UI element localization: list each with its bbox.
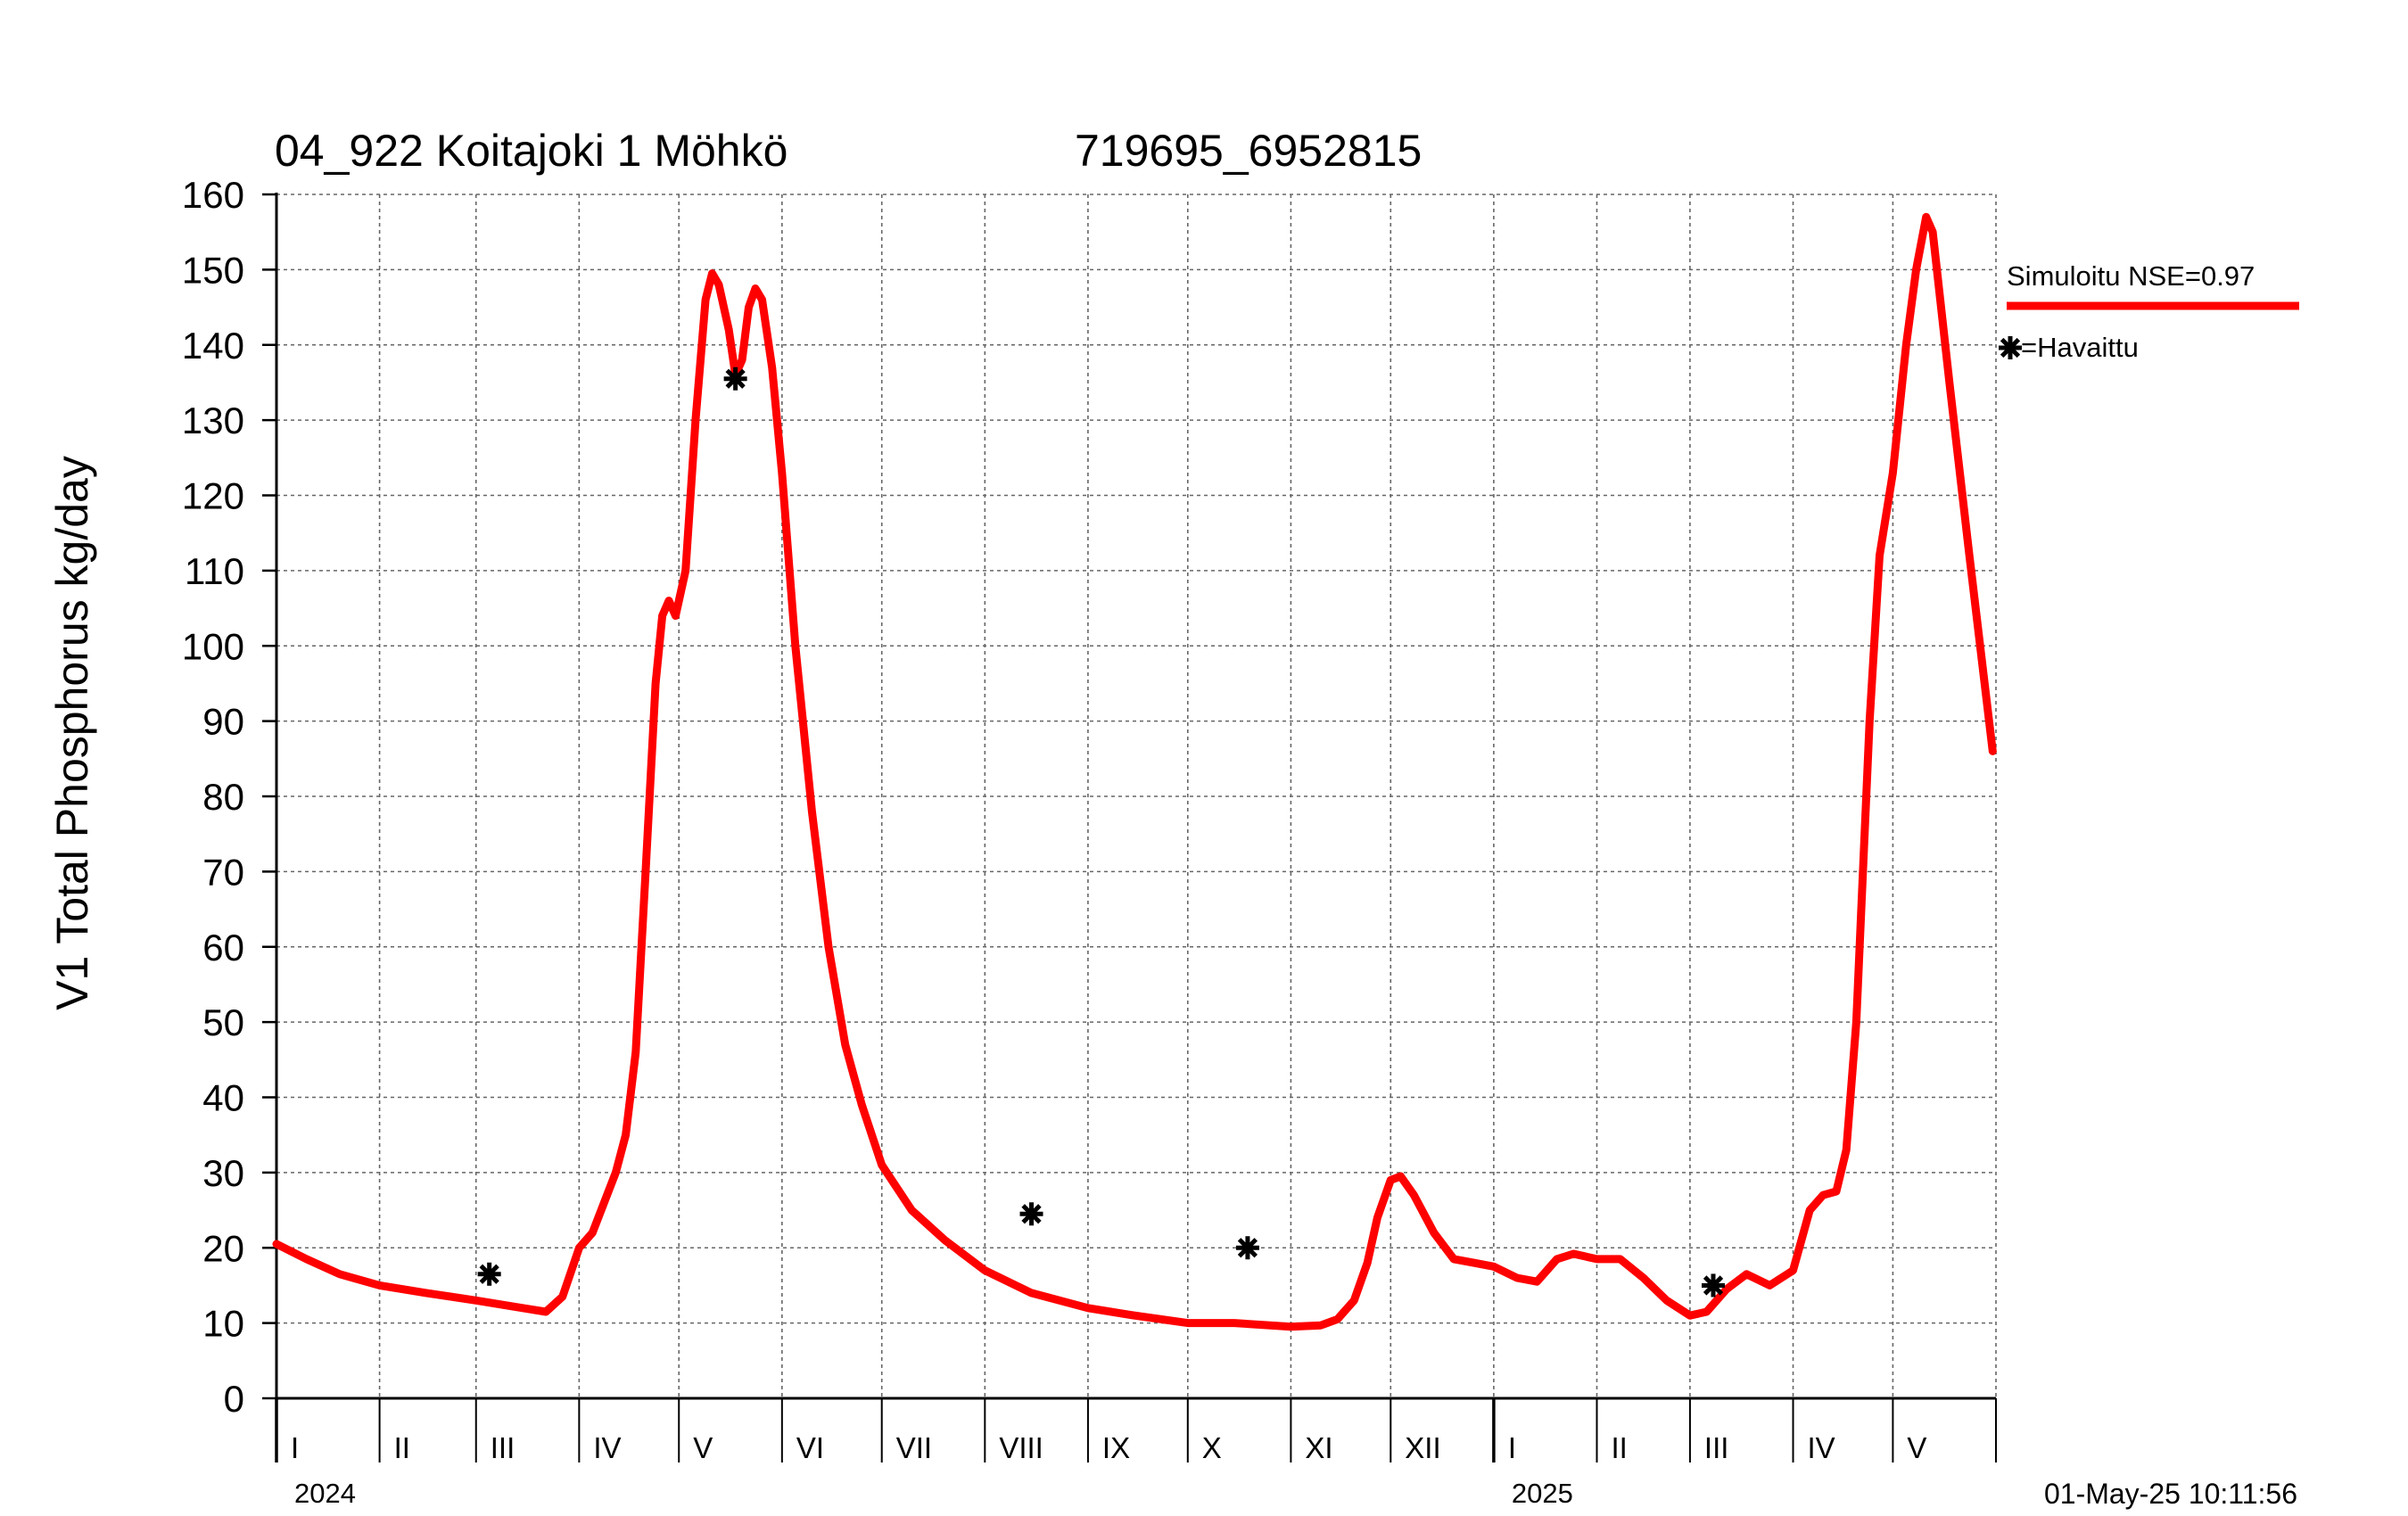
x-tick-label-month: VII	[896, 1431, 932, 1464]
y-tick-label: 100	[182, 625, 244, 667]
y-tick-label: 50	[202, 1001, 244, 1043]
x-tick-label-month: I	[1508, 1431, 1516, 1464]
y-tick-label: 10	[202, 1303, 244, 1345]
y-tick-label: 70	[202, 851, 244, 893]
data-point-observed	[1702, 1273, 1726, 1298]
legend-asterisk-icon	[1999, 336, 2022, 359]
y-tick-label: 0	[224, 1378, 244, 1420]
y-tick-label: 110	[185, 550, 244, 592]
x-tick-label-month: IV	[593, 1431, 621, 1464]
y-tick-label: 150	[182, 249, 244, 291]
x-tick-label-month: VIII	[999, 1431, 1043, 1464]
x-tick-label-month: III	[491, 1431, 515, 1464]
x-tick-label-month: IV	[1808, 1431, 1835, 1464]
legend: Simuloitu NSE=0.97 =Havaittu	[1999, 260, 2299, 363]
data-point-observed	[477, 1262, 501, 1286]
y-tick-label: 20	[202, 1227, 244, 1269]
y-tick-label: 160	[182, 174, 244, 216]
axes	[262, 193, 1997, 1462]
y-tick-labels: 0 10 20 30 40 50 60 70 80 90 100 110 120 130 140 150 160	[182, 174, 244, 1420]
y-tick-label: 30	[202, 1152, 244, 1194]
x-tick-label-month: II	[1611, 1431, 1627, 1464]
x-tick-label-month: I	[291, 1431, 299, 1464]
chart-title: 04_922 Koitajoki 1 Möhkö	[275, 126, 788, 176]
x-tick-label-month: V	[693, 1431, 713, 1464]
y-tick-label: 90	[202, 701, 244, 743]
chart-subtitle: 719695_6952815	[1075, 126, 1422, 176]
x-tick-label-month: XII	[1405, 1431, 1440, 1464]
series-line-simulated	[272, 212, 1997, 1331]
y-axis-label: V1 Total Phosphorus kg/day	[47, 456, 97, 1010]
x-tick-label-month: XI	[1305, 1431, 1332, 1464]
x-tick-label-month: VI	[796, 1431, 824, 1464]
legend-entry-observed-label: =Havaittu	[2021, 332, 2139, 363]
legend-entry-simulated-label: Simuloitu NSE=0.97	[2007, 260, 2255, 292]
y-tick-label: 120	[182, 475, 244, 517]
y-tick-label: 60	[202, 927, 244, 968]
x-tick-label-month: X	[1202, 1431, 1222, 1464]
x-tick-label-year: 2025	[1512, 1478, 1573, 1509]
timestamp: 01-May-25 10:11:56	[2044, 1478, 2297, 1510]
legend-entry-observed-marker	[1999, 336, 2022, 359]
x-tick-label-year: 2024	[294, 1478, 356, 1509]
data-point-observed	[723, 367, 747, 391]
data-point-observed	[1019, 1202, 1043, 1226]
grid	[276, 194, 1997, 1398]
x-tick-label-month: II	[394, 1431, 410, 1464]
y-tick-label: 40	[202, 1077, 244, 1119]
x-tick-label-month: V	[1907, 1431, 1926, 1464]
y-tick-label: 140	[182, 325, 244, 367]
y-tick-label: 80	[202, 776, 244, 818]
x-tick-label-month: III	[1704, 1431, 1729, 1464]
data-point-observed	[1235, 1236, 1259, 1260]
series	[272, 212, 1997, 1331]
x-tick-label-month: IX	[1102, 1431, 1130, 1464]
y-tick-label: 130	[182, 400, 244, 441]
